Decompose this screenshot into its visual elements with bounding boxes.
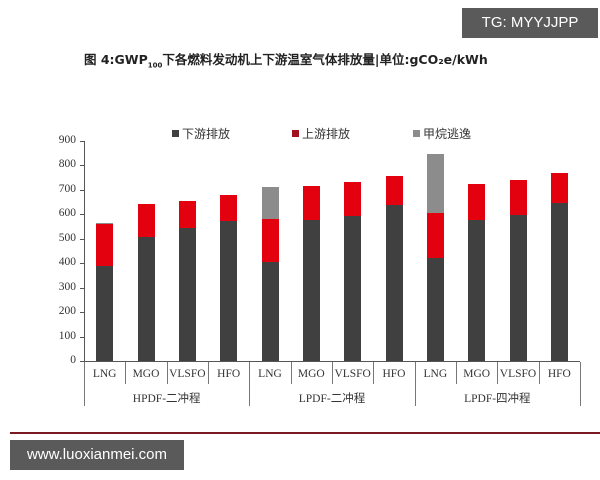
- x-category-label: VLSFO: [169, 368, 206, 380]
- y-tick: [80, 263, 84, 265]
- category-divider: [166, 362, 168, 384]
- y-tick: [80, 189, 84, 191]
- watermark-top: TG: MYYJJPP: [462, 8, 598, 38]
- bar-segment: [550, 203, 568, 361]
- x-category-label: MGO: [297, 368, 325, 380]
- bar-segment: [261, 186, 279, 219]
- category-divider: [580, 362, 581, 406]
- y-tick: [80, 141, 84, 142]
- y-tick: [80, 336, 84, 338]
- y-tick: [80, 214, 84, 216]
- x-category-label: VLSFO: [334, 368, 371, 380]
- bar-segment: [261, 218, 279, 262]
- y-tick: [80, 312, 84, 314]
- category-divider: [208, 362, 209, 384]
- bar-segment: [220, 220, 238, 361]
- x-category-label: HFO: [382, 368, 406, 380]
- bar-segment: [261, 262, 279, 361]
- bar-segment: [468, 184, 486, 220]
- y-tick-label: 300: [58, 280, 76, 293]
- y-tick: [80, 238, 84, 240]
- bar-segment: [385, 205, 403, 361]
- bar-segment: [344, 216, 362, 361]
- category-divider: [373, 362, 375, 384]
- y-tick-label: 700: [58, 182, 76, 195]
- legend-item-upstream: 上游排放: [292, 125, 350, 142]
- chart-title: 图 4:GWP100下各燃料发动机上下游温室气体排放量|单位:gCO₂e/kWh: [84, 52, 488, 70]
- legend-swatch-icon: [172, 130, 179, 137]
- bar-segment: [178, 200, 196, 228]
- y-tick-label: 900: [58, 134, 76, 146]
- y-tick-label: 500: [58, 231, 76, 244]
- x-category-label: LNG: [92, 368, 117, 380]
- x-category-label: HFO: [217, 368, 241, 380]
- category-divider: [290, 362, 292, 384]
- category-divider: [125, 362, 127, 384]
- x-category-label: MGO: [463, 368, 491, 380]
- bar-segment: [550, 173, 568, 204]
- y-tick-label: 400: [58, 256, 76, 269]
- bar-segment: [178, 228, 196, 361]
- bar-segment: [137, 204, 155, 238]
- y-tick: [80, 361, 84, 362]
- bar-segment: [96, 265, 114, 361]
- x-category-label: MGO: [132, 368, 160, 380]
- x-category-label: VLSFO: [499, 368, 537, 380]
- bar-segment: [509, 179, 527, 216]
- bar-segment: [468, 219, 486, 361]
- bar-segment: [96, 224, 114, 266]
- y-axis: [84, 141, 85, 362]
- bar-segment: [426, 153, 444, 213]
- bar-segment: [137, 237, 155, 361]
- bar-segment: [344, 182, 362, 217]
- y-tick-label: 800: [58, 158, 76, 171]
- category-divider: [538, 362, 540, 384]
- y-tick-label: 600: [58, 207, 76, 220]
- x-group-label: LPDF-二冲程: [298, 393, 366, 405]
- bar-segment: [426, 212, 444, 259]
- category-divider: [497, 362, 499, 384]
- y-tick: [80, 165, 84, 167]
- y-tick: [80, 287, 84, 289]
- y-tick-label: 100: [58, 329, 76, 342]
- legend-swatch-icon: [292, 130, 299, 137]
- category-divider: [249, 362, 251, 406]
- y-tick-label: 0: [70, 354, 76, 366]
- bar-segment: [385, 175, 403, 206]
- x-category-label: LNG: [423, 368, 448, 380]
- bar-segment: [96, 222, 114, 225]
- divider-line: [10, 432, 600, 434]
- bar-segment: [509, 215, 527, 361]
- category-divider: [84, 362, 85, 406]
- x-category-label: HFO: [547, 368, 571, 380]
- bar-segment: [220, 195, 238, 221]
- x-axis: [84, 361, 580, 362]
- x-category-label: LNG: [258, 368, 282, 380]
- bar-segment: [302, 219, 320, 361]
- bar-segment: [426, 258, 444, 361]
- category-divider: [414, 362, 416, 406]
- y-tick-label: 200: [58, 305, 76, 318]
- bar-segment: [302, 185, 320, 220]
- category-divider: [456, 362, 457, 384]
- watermark-bottom: www.luoxianmei.com: [10, 440, 184, 470]
- x-group-label: LPDF-四冲程: [464, 393, 531, 405]
- legend-item-downstream: 下游排放: [172, 125, 230, 142]
- legend-item-methane-slip: 甲烷逃逸: [413, 125, 471, 142]
- category-divider: [332, 362, 333, 384]
- legend-swatch-icon: [413, 130, 420, 137]
- x-group-label: HPDF-二冲程: [132, 393, 201, 405]
